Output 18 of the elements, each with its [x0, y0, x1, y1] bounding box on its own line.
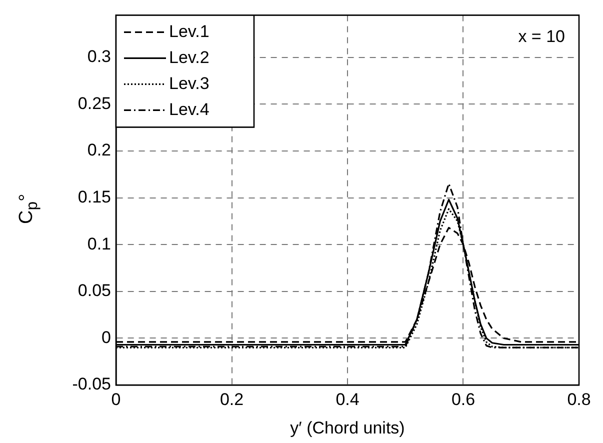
x-axis-title: y′ (Chord units) [290, 418, 405, 438]
y-tick-label: 0.25 [78, 94, 111, 113]
legend-label: Lev.1 [169, 22, 210, 41]
y-tick-label: 0.3 [87, 47, 111, 66]
x-tick-label: 0.2 [220, 390, 244, 409]
x-tick-label: 0.4 [336, 390, 360, 409]
y-tick-label: -0.05 [72, 374, 111, 394]
x-tick-label: 0.6 [451, 390, 476, 409]
legend-label: Lev.4 [169, 100, 210, 119]
legend-label: Lev.3 [169, 74, 210, 93]
y-tick-label: 0.15 [78, 187, 111, 206]
y-tick-label: 0.1 [87, 234, 111, 254]
legend-label: Lev.2 [169, 48, 210, 67]
y-tick-label: 0 [102, 328, 111, 347]
x-tick-label: 0.8 [567, 390, 591, 409]
annotation: x = 10 [518, 26, 565, 46]
y-tick-label: 0.05 [78, 281, 111, 300]
y-tick-label: 0.2 [87, 140, 111, 160]
